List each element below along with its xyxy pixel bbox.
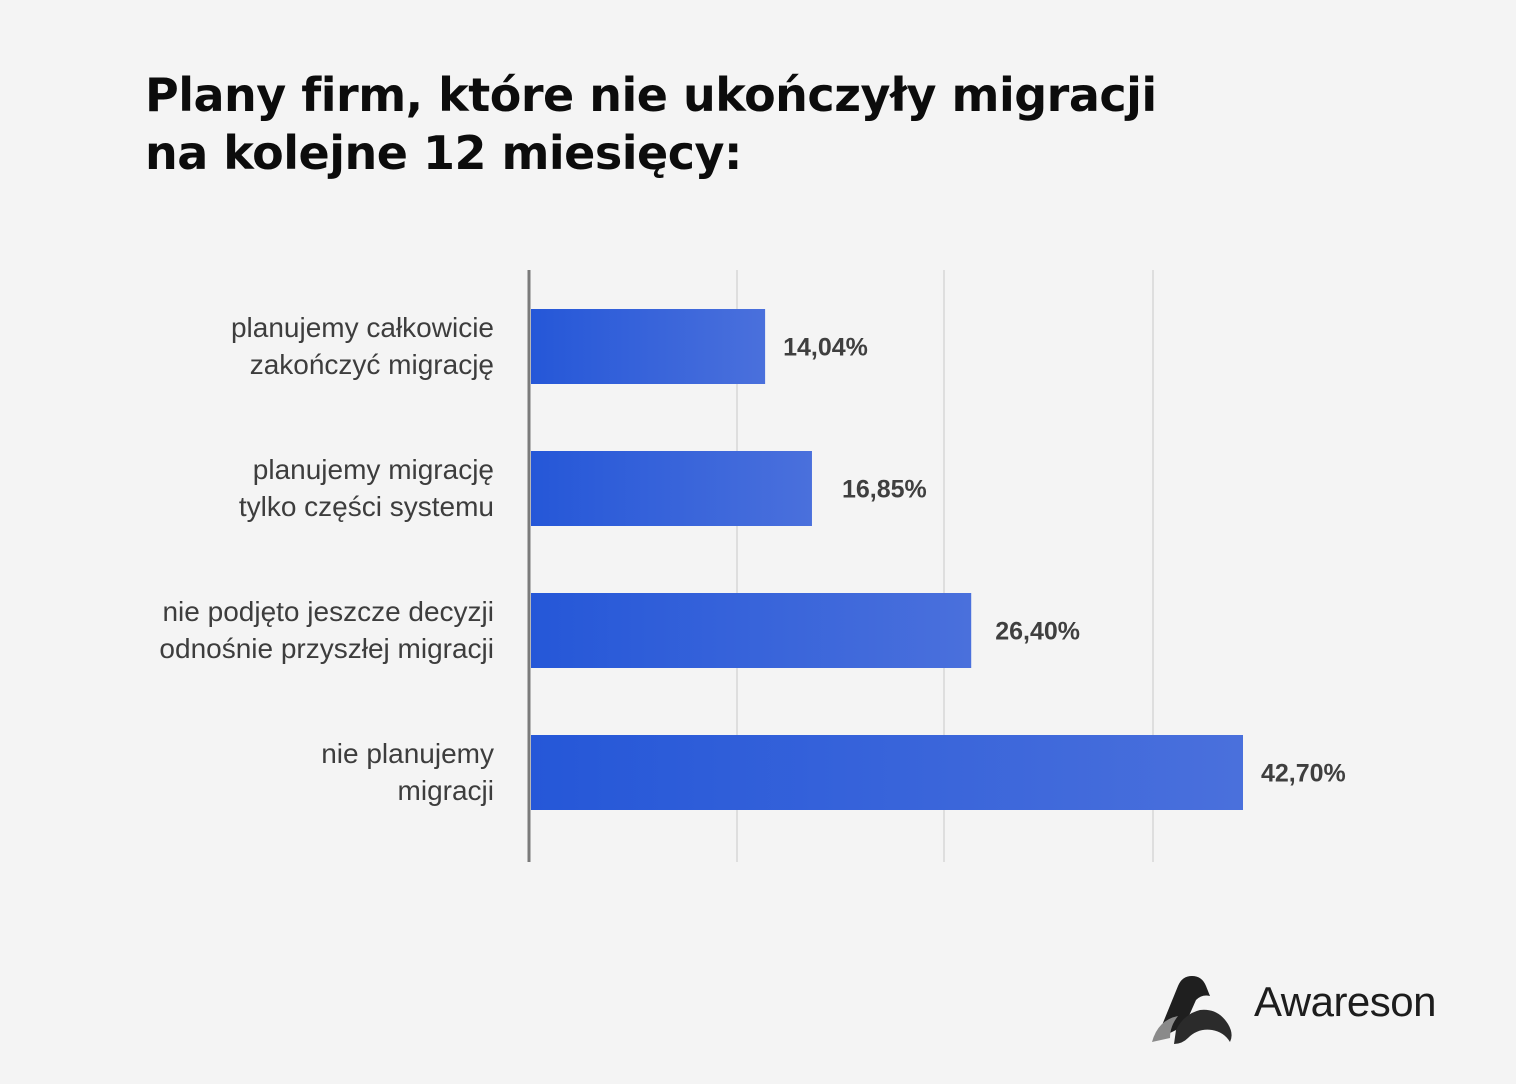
- chart-title-line-2: na kolejne 12 miesięcy:: [145, 126, 742, 180]
- category-label: planujemy całkowicie: [231, 312, 494, 343]
- bars: [531, 309, 1243, 810]
- chart-title: Plany firm, które nie ukończyły migracji…: [145, 66, 1157, 182]
- category-label: odnośnie przyszłej migracji: [159, 633, 494, 664]
- bar: [531, 735, 1243, 810]
- category-label: planujemy migrację: [253, 454, 494, 485]
- category-label: nie planujemy: [321, 738, 494, 769]
- category-label: tylko części systemu: [239, 491, 494, 522]
- category-labels: planujemy całkowicie zakończyć migrację pl…: [159, 312, 494, 806]
- bar: [531, 309, 766, 384]
- bar: [531, 451, 812, 526]
- value-label: 26,40%: [995, 618, 1080, 646]
- category-label: migracji: [398, 775, 494, 806]
- value-labels: 14,04% 16,85% 26,40% 42,70%: [783, 334, 1346, 788]
- value-label: 16,85%: [842, 476, 927, 504]
- chart-title-line-1: Plany firm, które nie ukończyły migracji: [145, 68, 1157, 122]
- awareson-logo: Awareson: [1148, 968, 1478, 1048]
- category-label: nie podjęto jeszcze decyzji: [162, 596, 494, 627]
- awareson-logo-icon: [1152, 976, 1232, 1044]
- value-label: 42,70%: [1261, 760, 1346, 788]
- bar: [531, 593, 972, 668]
- awareson-logo-text: Awareson: [1254, 978, 1437, 1025]
- category-label: zakończyć migrację: [250, 349, 494, 380]
- value-label: 14,04%: [783, 334, 868, 362]
